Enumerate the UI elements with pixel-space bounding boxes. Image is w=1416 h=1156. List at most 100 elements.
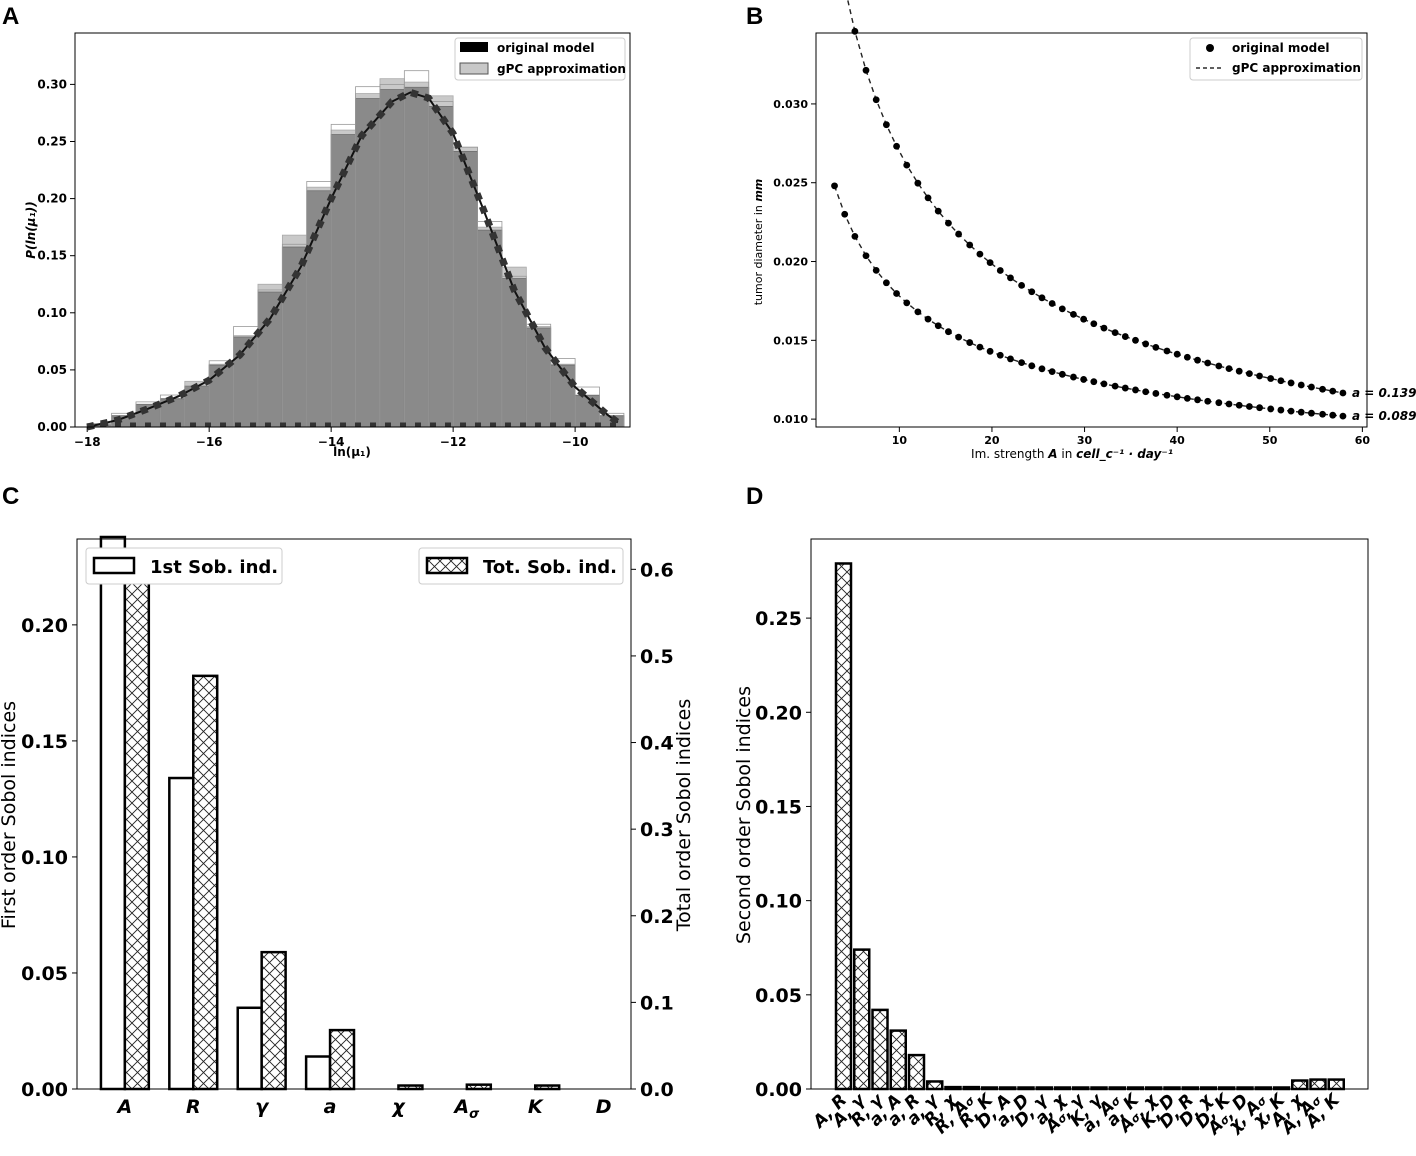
y-tick-label: 0.0 [640, 1079, 674, 1101]
y-tick-label: 0.3 [640, 819, 674, 841]
y-tick-label: 0.20 [755, 702, 802, 724]
total-order-bar [123, 561, 151, 1091]
x-tick-label: D [596, 1096, 612, 1118]
x-tick-label: −18 [74, 435, 101, 449]
y-tick-label: 0.2 [640, 906, 674, 928]
model-point [976, 250, 984, 258]
total-order-bar [533, 1084, 561, 1091]
x-tick-label: −16 [196, 435, 223, 449]
model-point [1173, 350, 1181, 358]
y-label-prefix-b: tumor diameter in [752, 202, 765, 306]
first-order-bar [304, 1055, 332, 1091]
model-points [831, 27, 1347, 420]
x-tick-label: χ [391, 1096, 406, 1118]
model-point [1329, 411, 1337, 419]
x-tick-label: R [186, 1096, 201, 1118]
model-point [1287, 407, 1295, 415]
chart-b: 10 20 30 40 50 60 0.010 0.015 0.020 0.025 0.030 a… [752, 0, 1416, 462]
y-tick-label: 0.1 [640, 992, 674, 1014]
model-point [1100, 324, 1108, 332]
model-point [903, 299, 911, 307]
model-point [1163, 347, 1171, 355]
model-point [1204, 359, 1212, 367]
second-order-bar [871, 1008, 889, 1091]
legend-b: original model gPC approximation [1189, 37, 1363, 81]
x-label-mid-b: in [1058, 447, 1077, 461]
model-point [1018, 359, 1025, 367]
x-axis-label-a: ln(μ₁) [333, 445, 371, 459]
x-ticks-a: −18 −16 −14 −12 −10 [74, 427, 588, 449]
y-tick-label: 0.05 [37, 363, 67, 377]
y-tick-label: 0.020 [773, 256, 808, 269]
model-point [1111, 329, 1119, 336]
model-point [1183, 353, 1191, 361]
original-bar [208, 364, 234, 428]
y-axis-label-right-c: Total order Sobol indices [673, 699, 695, 933]
model-point [1028, 362, 1036, 370]
model-point [996, 351, 1004, 359]
model-point [862, 66, 870, 74]
model-point [924, 194, 932, 202]
model-point [882, 279, 890, 287]
original-bar [452, 150, 478, 428]
x-tick-label: γ [255, 1096, 270, 1118]
second-order-bar [926, 1080, 944, 1091]
model-point [1204, 397, 1212, 405]
series-labels-b: a = 0.139 a = 0.089 [1352, 386, 1416, 423]
model-point [1297, 381, 1305, 389]
total-order-bar [465, 1083, 493, 1091]
panel-label-d: D [746, 483, 763, 510]
model-point [1100, 380, 1108, 388]
model-point [851, 27, 859, 35]
model-point [1121, 384, 1129, 392]
model-point [1070, 310, 1077, 318]
original-bar [525, 327, 552, 428]
model-point [1132, 386, 1139, 394]
y-tick-label: 0.05 [755, 985, 802, 1007]
total-order-bar [328, 1028, 356, 1091]
original-bar [379, 89, 405, 428]
bars-c [99, 535, 561, 1091]
panel-label-a: A [2, 3, 19, 30]
axes-frame-b [815, 32, 1368, 428]
x-tick-label: 60 [1355, 434, 1371, 447]
original-bar [574, 395, 600, 428]
x-label-prefix-b: Im. strength [971, 447, 1048, 461]
y-ticks-right-c: 0.0 0.1 0.2 0.3 0.4 0.5 0.6 [631, 559, 674, 1101]
legend-swatch-original [460, 42, 488, 52]
y-tick-label: 0.20 [21, 615, 68, 637]
model-point [1277, 406, 1285, 414]
y-tick-label: 0.10 [755, 891, 802, 913]
model-point [882, 121, 890, 129]
axes-frame-d [810, 538, 1369, 1090]
y-tick-label: 0.10 [37, 306, 67, 320]
total-order-bar [260, 950, 287, 1091]
model-point [1225, 400, 1233, 408]
model-point [831, 182, 838, 190]
total-order-bar [192, 674, 219, 1091]
second-order-bar [889, 1029, 907, 1091]
model-point [966, 339, 974, 346]
x-tick-label: A [116, 1096, 133, 1118]
model-point [893, 290, 900, 297]
y-tick-label: 0.15 [37, 249, 67, 263]
y-tick-label: 0.030 [773, 98, 808, 111]
model-point [1329, 387, 1337, 395]
model-point [1058, 370, 1066, 378]
x-tick-label: a [324, 1096, 337, 1118]
y-tick-label: 0.5 [640, 646, 674, 668]
x-tick-label: Aσ [452, 1096, 480, 1122]
x-tick-label: K [528, 1096, 544, 1118]
y-tick-label: 0.10 [21, 847, 68, 869]
legend-swatch-first [92, 556, 136, 575]
model-point [1277, 377, 1285, 385]
model-point [1256, 404, 1263, 412]
model-point [1058, 305, 1066, 313]
x-tick-label: 50 [1262, 434, 1278, 447]
model-point [851, 232, 859, 240]
chart-a: −18 −16 −14 −12 −10 0.00 0.05 0.10 0.15 0.20 0.25… [24, 32, 631, 459]
legend-box-a [454, 37, 626, 81]
model-point [1194, 396, 1201, 404]
